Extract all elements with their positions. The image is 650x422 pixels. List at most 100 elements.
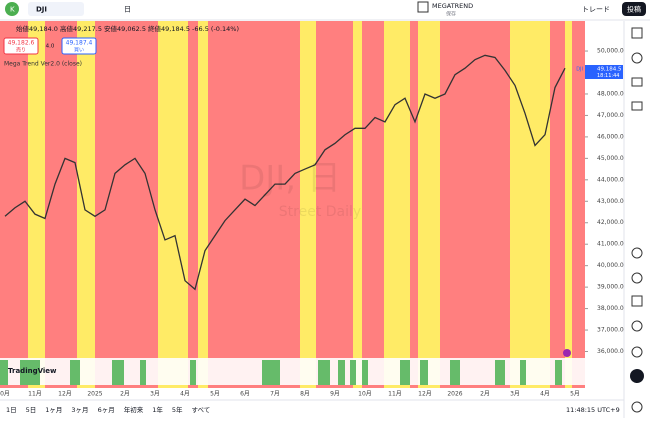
sell-button[interactable] [3,37,39,55]
toolbar [0,0,650,20]
y-tick-label: 37,000.0 [597,327,624,334]
x-tick-label: 5月 [210,391,220,398]
ranges: 1日 5日 1ヶ月 3ヶ月 6ヶ月 年初来 1年 5年 すべて [6,405,210,414]
indicator-bar [338,360,345,385]
x-tick-label: 6月 [240,391,250,398]
indicator-bar [400,360,410,385]
save[interactable]: 保存 [446,11,456,18]
x-tick-label: 8月 [300,391,310,398]
watermark-subtitle: Street Daily [279,204,361,220]
x-tick-label: 2025 [87,391,102,398]
yellow-band [418,21,440,388]
indicator-bar [450,360,460,385]
x-tick-label: 7月 [270,391,280,398]
y-tick-label: 50,000.0 [597,48,624,55]
yellow-band [198,21,208,388]
x-tick-label: 2026 [447,391,462,398]
buy-price: 49,187.4 [66,40,93,47]
ohlc: 始値49,184.0 高値49,217.5 安値49,062.5 終値49,18… [16,24,239,33]
x-tick-label: 0月 [0,391,10,398]
yellow-band [28,21,45,388]
yellow-band [158,21,188,388]
indicator-bar [495,360,505,385]
y-tick-label: 39,000.0 [597,284,624,291]
range-button[interactable]: 1日 [6,406,17,414]
price-line [4,54,566,291]
clock: 11:48:15 UTC+9 [566,406,620,414]
avatar[interactable] [5,2,19,16]
y-tick-label: 41,000.0 [597,241,624,248]
price-label-countdown: 18:11:44 [597,73,619,79]
trade[interactable]: トレード [582,6,610,14]
range-button[interactable]: 5年 [172,405,183,414]
indicator-bar [0,360,8,385]
alert-icon[interactable] [563,349,571,357]
price-label-box [585,65,623,79]
symbol: DJI [36,6,47,14]
symbol-search[interactable] [28,2,84,16]
x-tick-label: 5月 [570,391,580,398]
price-label-price: 49,184.5 [597,67,622,73]
yellow-band [353,21,362,388]
y-tick-label: 46,000.0 [597,133,624,140]
indicator-bar [70,360,80,385]
x-tick-label: 3月 [150,391,160,398]
x-tick-label: 4月 [180,391,190,398]
range-button[interactable]: すべて [191,406,210,414]
indicator-bar [190,360,196,385]
x-tick-label: 10月 [358,391,372,398]
indicator-strip [0,358,585,385]
range-button[interactable]: 5日 [26,406,37,414]
range-button[interactable]: 1年 [152,405,163,414]
x-tick-label: 12月 [418,391,432,398]
indicator-bar [520,360,526,385]
sidebar-icons[interactable] [631,27,643,413]
publish[interactable]: 投稿 [627,5,641,14]
chart-area [0,21,585,388]
indicator-bar [350,360,356,385]
indicator-bar [318,360,330,385]
indicator-bar [362,360,368,385]
range-button[interactable]: 6ヶ月 [98,406,115,414]
y-tick-label: 40,000.0 [597,262,624,269]
indicator-bar [420,360,428,385]
avatar-letter: K [10,6,15,14]
x-tick-label: 3月 [510,391,520,398]
indicator-bar [20,360,40,385]
logo: TradingView [8,367,57,375]
buy-label: 買い [74,48,84,54]
x-tick-label: 11月 [28,391,42,398]
yellow-band [565,21,572,388]
range-button[interactable]: 1ヶ月 [45,406,62,414]
apps-button[interactable] [630,369,644,383]
indicator-name: Mega Trend Ver2.0 (close) [4,61,82,68]
time-axis [0,388,585,400]
sell-label: 売り [16,47,26,54]
range-button[interactable]: 3ヶ月 [71,406,88,414]
layout-icon[interactable] [417,1,429,13]
yellow-band [77,21,95,388]
plot [4,50,588,353]
publish-button[interactable] [622,2,646,16]
sell-price: 49,182.6 [8,40,35,47]
buy-button[interactable] [61,37,97,55]
x-tick-label: 11月 [388,391,402,398]
indicator-bar [555,360,562,385]
price-label-symbol: DJI [576,67,583,73]
x-tick-label: 12月 [58,391,72,398]
indicator-bar [140,360,146,385]
y-tick-label: 42,000.0 [597,219,624,226]
range-button[interactable]: 年初来 [124,405,144,414]
indicator-bar [112,360,124,385]
y-tick-label: 48,000.0 [597,90,624,97]
spread: 4.0 [46,44,55,50]
interval[interactable]: 日 [124,6,131,14]
background-bands [0,21,624,400]
x-tick-label: 2月 [480,391,490,398]
sidebar [624,21,650,418]
watermark-title: DJI, 日 [239,159,341,199]
y-tick-label: 38,000.0 [597,305,624,312]
y-tick-label: 45,000.0 [597,155,624,162]
layout-name[interactable]: MEGATREND [432,2,473,10]
